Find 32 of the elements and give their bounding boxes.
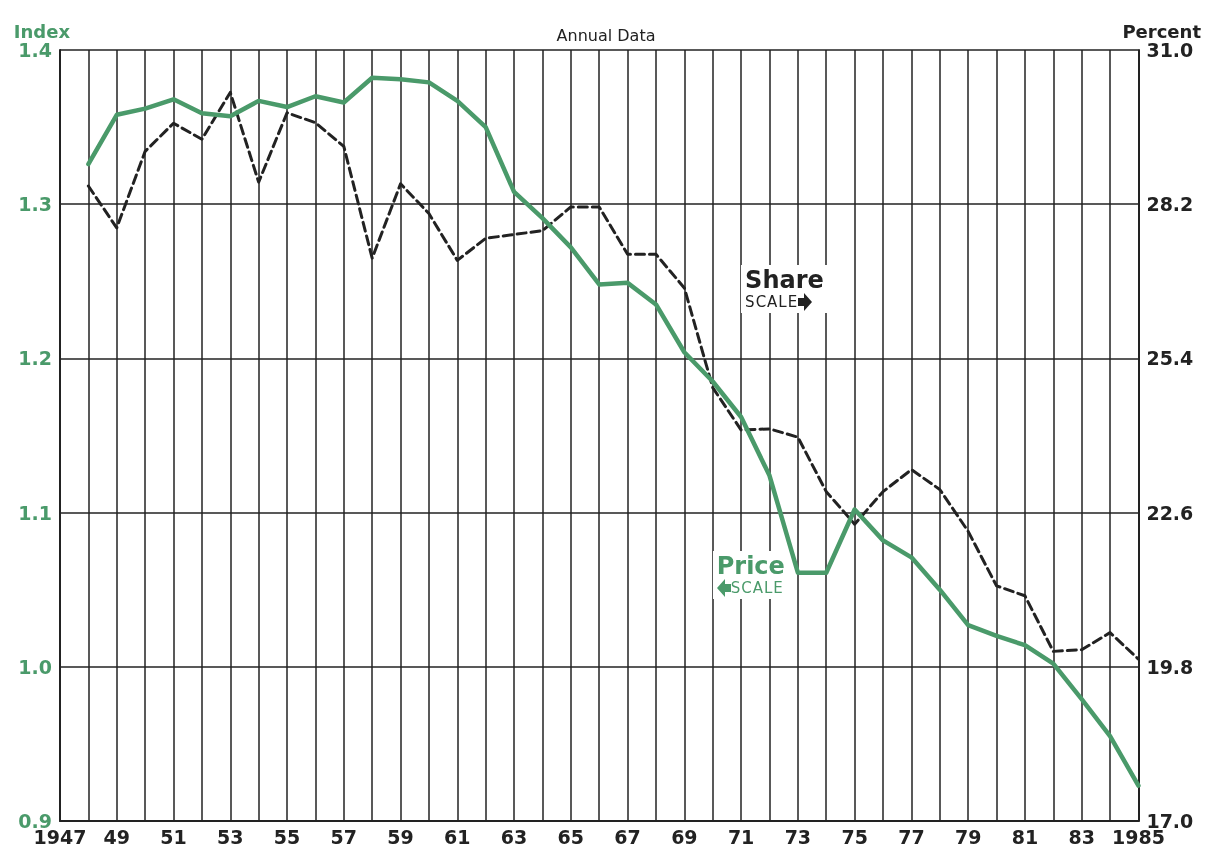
y2-tick-label: 25.4	[1146, 347, 1194, 370]
x-tick-label: 73	[784, 825, 812, 848]
x-tick-label: 83	[1068, 825, 1095, 848]
y-tick-label: 1.2	[18, 347, 52, 370]
annotation: SCALE	[730, 579, 784, 598]
y2-tick-label: 22.6	[1146, 501, 1194, 524]
x-tick-label: 77	[898, 825, 925, 848]
y2-tick-label: 19.8	[1146, 655, 1194, 678]
x-tick-label: 49	[103, 825, 130, 848]
y2-tick-label: 28.2	[1146, 193, 1194, 216]
series-label: Price	[716, 552, 785, 581]
text: Share	[745, 265, 824, 294]
x-tick-label: 61	[444, 825, 471, 848]
line-series	[86, 75, 1141, 788]
x-tick-label: 65	[557, 825, 585, 848]
x-tick-label: 57	[330, 825, 358, 848]
x-tick-label: 59	[387, 825, 414, 848]
x-tick-label: 79	[954, 825, 982, 848]
y-tick-label: 1.0	[18, 655, 52, 678]
y-tick-label: 1.1	[18, 501, 52, 524]
x-tick-label: 69	[671, 825, 698, 848]
chart-title: Annual Data	[556, 25, 656, 45]
annotation: SCALE	[745, 292, 799, 311]
x-tick-label: 63	[500, 825, 528, 848]
x-tick-label: 67	[614, 825, 641, 848]
x-tick-label: 71	[727, 825, 755, 848]
y-tick-label: 1.3	[18, 193, 52, 216]
x-tick-label: 53	[217, 825, 244, 848]
x-tick-label: 55	[273, 825, 301, 848]
x-tick-label: 81	[1011, 825, 1039, 848]
x-tick-label: 75	[841, 825, 868, 848]
x-tick-label: 51	[160, 825, 187, 848]
